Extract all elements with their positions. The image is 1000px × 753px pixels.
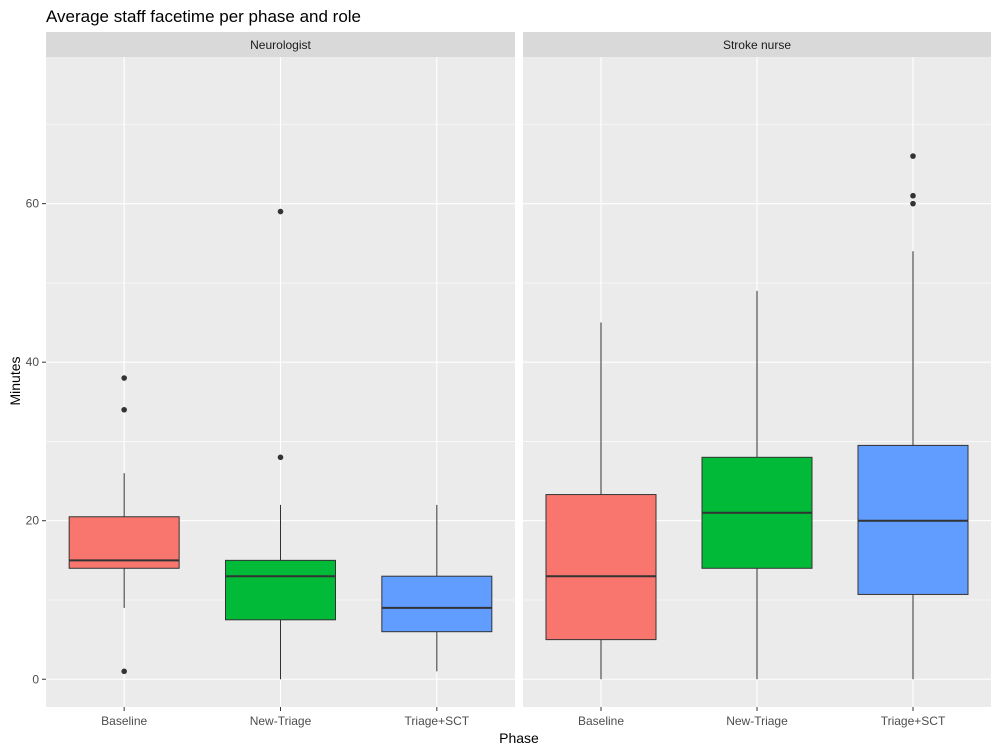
facet-strip (523, 32, 991, 57)
facet-strip-label: Neurologist (250, 38, 311, 52)
x-tick-label: Triage+SCT (405, 714, 470, 728)
box-baseline (68, 375, 180, 675)
box-new-triage (225, 208, 336, 680)
outlier-point (910, 200, 916, 207)
facet-panels: Neurologist Baseline New-Triage Triage+SCT 0… (26, 32, 991, 728)
y-tick-label: 40 (26, 355, 40, 369)
iqr-box (545, 494, 657, 641)
x-tick-label: New-Triage (726, 714, 788, 728)
outlier-point (121, 375, 127, 381)
x-tick-label: Triage+SCT (881, 714, 946, 728)
x-tick-label: Baseline (578, 714, 624, 728)
iqr-box (381, 575, 493, 633)
outlier-point (277, 208, 284, 215)
box-triage-sct (857, 153, 969, 680)
facet-panel-0: Neurologist Baseline New-Triage Triage+SCT 0… (26, 32, 515, 728)
outlier-point (277, 454, 284, 461)
facet-strip-label: Stroke nurse (723, 38, 791, 52)
chart-title: Average staff facetime per phase and rol… (46, 7, 361, 26)
y-axis-title: Minutes (7, 356, 23, 405)
iqr-box (225, 559, 336, 621)
outlier-point (910, 192, 916, 199)
y-tick-label: 60 (26, 197, 40, 211)
x-tick-label: New-Triage (250, 714, 312, 728)
box-new-triage (701, 290, 813, 680)
box-baseline (545, 322, 657, 680)
y-tick-label: 20 (26, 514, 40, 528)
x-axis-title: Phase (499, 730, 539, 746)
outlier-point (121, 406, 127, 413)
box-triage-sct (381, 504, 493, 672)
facet-strip (46, 32, 515, 57)
outlier-point (910, 153, 916, 159)
y-tick-label: 0 (32, 672, 39, 686)
outlier-point (121, 668, 127, 675)
facet-panel-1: Stroke nurse Baseline New-Triage Triage+SCT (523, 32, 991, 728)
x-tick-label: Baseline (101, 714, 147, 728)
